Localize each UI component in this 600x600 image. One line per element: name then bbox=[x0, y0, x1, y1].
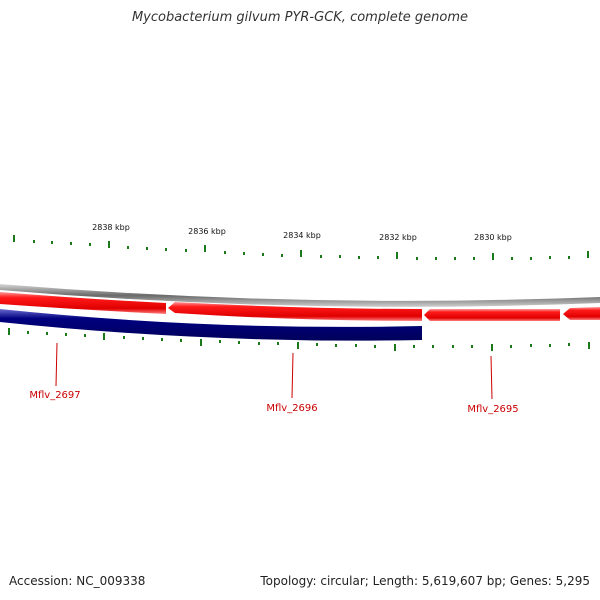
minor-tick bbox=[123, 336, 125, 339]
major-tick bbox=[8, 328, 10, 335]
gene-label-mflv-2696[interactable]: Mflv_2696 bbox=[266, 403, 317, 414]
minor-tick bbox=[473, 257, 475, 260]
minor-tick bbox=[339, 255, 341, 258]
gene-label-leader bbox=[490, 355, 493, 400]
minor-tick bbox=[335, 344, 337, 347]
minor-tick bbox=[432, 345, 434, 348]
minor-tick bbox=[471, 345, 473, 348]
genome-title: Mycobacterium gilvum PYR-GCK, complete g… bbox=[131, 10, 469, 25]
inner-tick-row bbox=[8, 328, 590, 351]
major-tick bbox=[300, 250, 302, 257]
minor-tick bbox=[568, 256, 570, 259]
major-tick bbox=[297, 342, 299, 349]
minor-tick bbox=[89, 243, 91, 246]
minor-tick bbox=[238, 341, 240, 344]
minor-tick bbox=[33, 240, 35, 243]
minor-tick bbox=[549, 344, 551, 347]
minor-tick bbox=[374, 345, 376, 348]
minor-tick bbox=[46, 332, 48, 335]
minor-tick bbox=[435, 257, 437, 260]
major-tick bbox=[108, 241, 110, 248]
gene-block-reverse-strand[interactable] bbox=[0, 309, 422, 341]
ruler-label: 2836 kbp bbox=[188, 227, 226, 236]
ruler-label: 2832 kbp bbox=[379, 233, 417, 242]
minor-tick bbox=[530, 344, 532, 347]
genome-summary-text: Topology: circular; Length: 5,619,607 bp… bbox=[260, 574, 590, 588]
gene-arrow-mflv-2696[interactable] bbox=[168, 302, 422, 321]
minor-tick bbox=[413, 345, 415, 348]
gene-arrow-mflv-2697-forward-segment[interactable] bbox=[0, 292, 166, 314]
major-tick bbox=[204, 245, 206, 252]
major-tick bbox=[491, 344, 493, 351]
minor-tick bbox=[258, 342, 260, 345]
minor-tick bbox=[358, 256, 360, 259]
minor-tick bbox=[568, 343, 570, 346]
minor-tick bbox=[185, 249, 187, 252]
gene-label-leader bbox=[55, 342, 58, 387]
minor-tick bbox=[70, 242, 72, 245]
accession-text: Accession: NC_009338 bbox=[9, 574, 146, 588]
minor-tick bbox=[142, 337, 144, 340]
minor-tick bbox=[452, 345, 454, 348]
gene-arrow-mflv-2695[interactable] bbox=[424, 309, 560, 321]
major-tick bbox=[587, 251, 589, 258]
gene-label-mflv-2695[interactable]: Mflv_2695 bbox=[467, 404, 518, 415]
major-tick bbox=[588, 342, 590, 349]
ruler-label: 2838 kbp bbox=[92, 223, 130, 232]
ruler-label: 2834 kbp bbox=[283, 231, 321, 240]
major-tick bbox=[492, 253, 494, 260]
minor-tick bbox=[161, 338, 163, 341]
minor-tick bbox=[511, 257, 513, 260]
gene-arrow-next[interactable] bbox=[563, 307, 600, 320]
minor-tick bbox=[224, 251, 226, 254]
minor-tick bbox=[281, 254, 283, 257]
minor-tick bbox=[65, 333, 67, 336]
major-tick bbox=[396, 252, 398, 259]
minor-tick bbox=[27, 331, 29, 334]
minor-tick bbox=[127, 246, 129, 249]
minor-tick bbox=[243, 252, 245, 255]
gene-label-leader bbox=[291, 352, 294, 399]
minor-tick bbox=[51, 241, 53, 244]
minor-tick bbox=[262, 253, 264, 256]
minor-tick bbox=[416, 257, 418, 260]
minor-tick bbox=[549, 256, 551, 259]
minor-tick bbox=[377, 256, 379, 259]
minor-tick bbox=[84, 334, 86, 337]
minor-tick bbox=[146, 247, 148, 250]
minor-tick bbox=[180, 339, 182, 342]
minor-tick bbox=[355, 344, 357, 347]
major-tick bbox=[200, 339, 202, 346]
minor-tick bbox=[277, 342, 279, 345]
minor-tick bbox=[454, 257, 456, 260]
minor-tick bbox=[219, 340, 221, 343]
minor-tick bbox=[316, 343, 318, 346]
major-tick bbox=[13, 235, 15, 242]
minor-tick bbox=[510, 345, 512, 348]
genome-backbone bbox=[0, 284, 600, 307]
major-tick bbox=[103, 333, 105, 340]
minor-tick bbox=[165, 248, 167, 251]
outer-tick-row bbox=[13, 235, 589, 260]
minor-tick bbox=[320, 255, 322, 258]
minor-tick bbox=[530, 257, 532, 260]
ruler-label: 2830 kbp bbox=[474, 233, 512, 242]
gene-label-mflv-2697[interactable]: Mflv_2697 bbox=[29, 390, 80, 401]
major-tick bbox=[394, 344, 396, 351]
